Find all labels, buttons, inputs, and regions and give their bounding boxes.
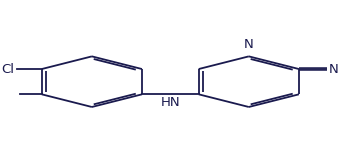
Text: Cl: Cl <box>1 62 14 75</box>
Text: N: N <box>244 38 254 51</box>
Text: HN: HN <box>160 96 180 109</box>
Text: N: N <box>329 62 339 75</box>
